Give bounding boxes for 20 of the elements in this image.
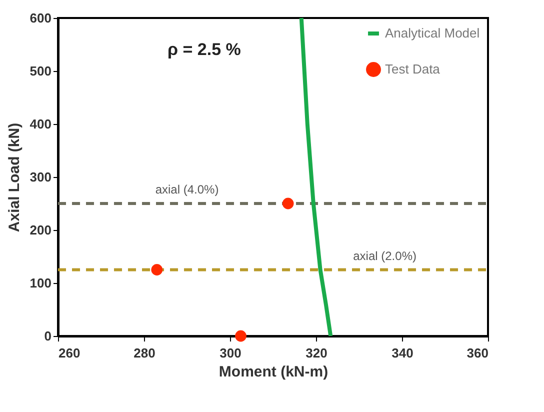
- y-axis-title: Axial Load (kN): [6, 122, 23, 232]
- x-tick-label: 280: [134, 346, 156, 360]
- y-tick-label: 0: [44, 328, 52, 344]
- y-tick-label: 100: [30, 276, 52, 290]
- y-tick-label: 500: [30, 64, 52, 78]
- x-tick-label: 260: [58, 346, 80, 360]
- y-tick-label: 200: [30, 222, 52, 238]
- y-tick-label: 400: [30, 116, 52, 132]
- ref-line-label: axial (2.0%): [353, 248, 416, 263]
- x-tick-label: 320: [306, 346, 328, 360]
- x-tick-label: 340: [392, 346, 414, 360]
- y-tick-label: 600: [30, 10, 52, 26]
- x-tick-label: 300: [220, 346, 242, 360]
- y-tick-label: 300: [30, 170, 52, 184]
- x-axis-title: Moment (kN-m): [218, 364, 328, 380]
- ref-line-label: axial (4.0%): [155, 182, 219, 196]
- legend-label: Analytical Model: [385, 26, 480, 40]
- legend-label: Test Data: [385, 62, 441, 76]
- x-tick-label: 360: [466, 346, 488, 360]
- annotation: ρ = 2.5 %: [168, 40, 241, 59]
